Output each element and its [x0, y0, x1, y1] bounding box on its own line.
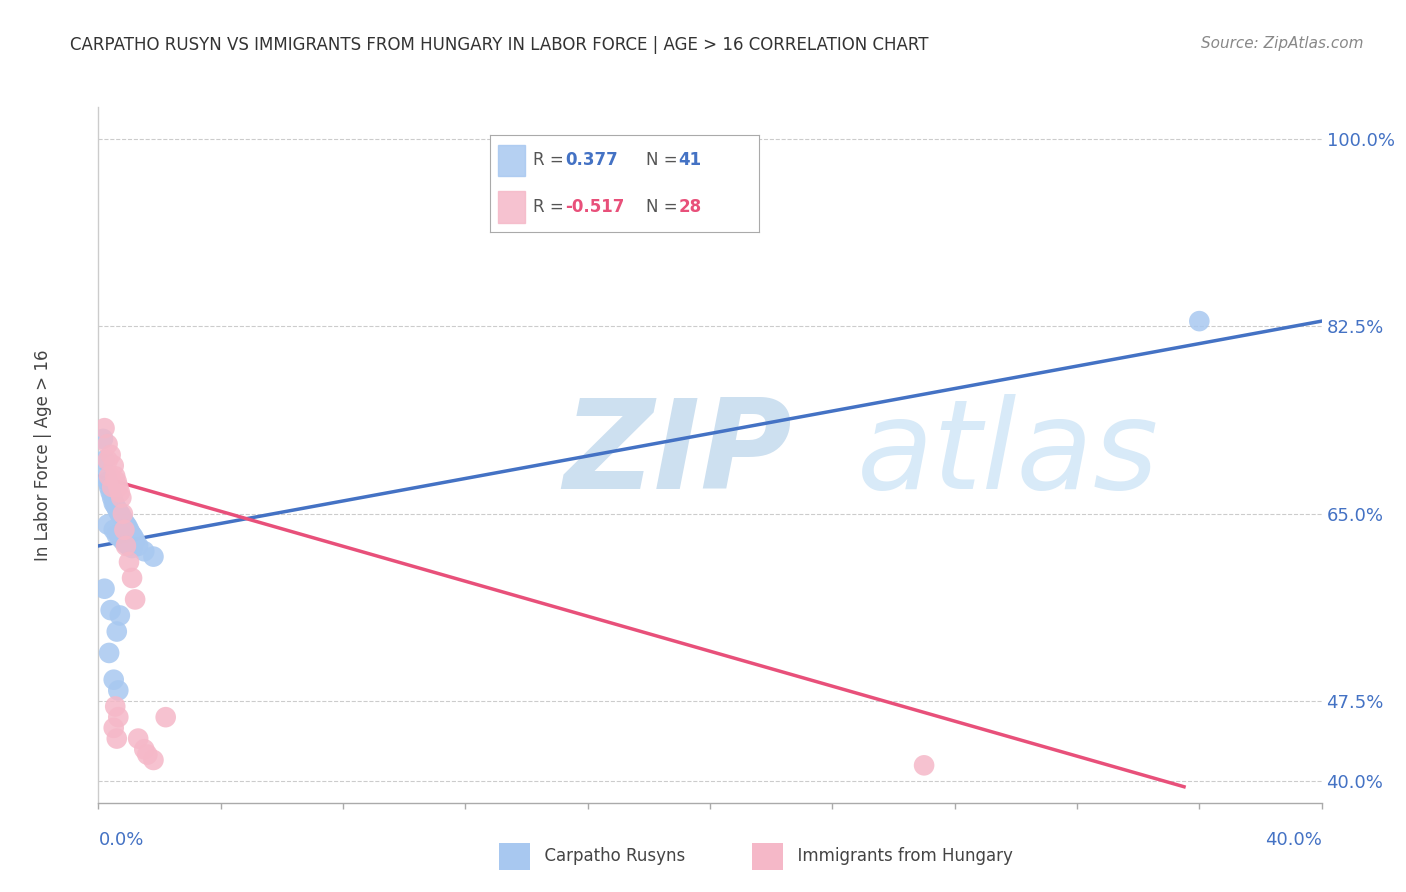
Point	[115, 539, 138, 553]
Point	[100, 603, 122, 617]
Point	[107, 683, 129, 698]
Point	[105, 501, 128, 516]
Text: 0.0%: 0.0%	[98, 830, 143, 848]
Point	[104, 498, 127, 512]
Text: R =: R =	[533, 152, 569, 169]
Point	[124, 533, 146, 548]
Text: Source: ZipAtlas.com: Source: ZipAtlas.com	[1201, 36, 1364, 51]
Point	[122, 530, 145, 544]
Point	[124, 592, 146, 607]
Point	[105, 475, 128, 489]
Point	[98, 646, 121, 660]
Point	[134, 742, 156, 756]
Point	[118, 555, 141, 569]
Text: 0.377: 0.377	[565, 152, 619, 169]
Point	[101, 480, 124, 494]
Point	[120, 526, 142, 541]
Point	[115, 537, 138, 551]
Point	[111, 507, 134, 521]
Point	[110, 491, 132, 505]
Point	[121, 541, 143, 555]
Point	[127, 731, 149, 746]
Point	[93, 421, 115, 435]
Point	[97, 517, 120, 532]
Point	[1188, 314, 1211, 328]
Point	[103, 496, 125, 510]
Text: 40.0%: 40.0%	[1265, 830, 1322, 848]
Point	[107, 505, 129, 519]
Point	[107, 710, 129, 724]
Point	[110, 508, 132, 523]
Point	[121, 528, 143, 542]
Point	[97, 475, 120, 489]
Point	[115, 517, 138, 532]
Text: R =: R =	[533, 198, 569, 216]
Text: 41: 41	[678, 152, 702, 169]
Point	[103, 458, 125, 473]
Point	[121, 571, 143, 585]
Point	[142, 549, 165, 564]
Point	[91, 432, 114, 446]
Bar	[498, 192, 524, 222]
Point	[98, 480, 121, 494]
Point	[112, 523, 135, 537]
Point	[104, 469, 127, 483]
Text: atlas: atlas	[856, 394, 1159, 516]
Point	[94, 469, 117, 483]
Point	[104, 699, 127, 714]
Point	[101, 491, 124, 505]
Point	[93, 453, 115, 467]
Point	[105, 528, 128, 542]
Point	[103, 523, 125, 537]
Point	[117, 519, 139, 533]
Point	[127, 539, 149, 553]
Point	[97, 437, 120, 451]
Text: ZIP: ZIP	[564, 394, 792, 516]
Point	[108, 507, 131, 521]
Point	[142, 753, 165, 767]
Text: CARPATHO RUSYN VS IMMIGRANTS FROM HUNGARY IN LABOR FORCE | AGE > 16 CORRELATION : CARPATHO RUSYN VS IMMIGRANTS FROM HUNGAR…	[70, 36, 929, 54]
Point	[107, 480, 129, 494]
Point	[108, 485, 131, 500]
Point	[111, 512, 134, 526]
Point	[105, 731, 128, 746]
Bar	[498, 145, 524, 176]
Text: 28: 28	[678, 198, 702, 216]
Point	[118, 523, 141, 537]
Text: N =: N =	[645, 198, 683, 216]
Point	[112, 516, 135, 530]
Point	[118, 539, 141, 553]
Point	[912, 758, 935, 772]
Text: -0.517: -0.517	[565, 198, 624, 216]
Point	[100, 485, 122, 500]
Text: Carpatho Rusyns: Carpatho Rusyns	[534, 847, 686, 865]
Point	[100, 448, 122, 462]
Text: In Labor Force | Age > 16: In Labor Force | Age > 16	[34, 349, 52, 561]
Point	[108, 608, 131, 623]
Text: Immigrants from Hungary: Immigrants from Hungary	[787, 847, 1014, 865]
Point	[103, 673, 125, 687]
Point	[97, 453, 120, 467]
Point	[134, 544, 156, 558]
Point	[111, 533, 134, 548]
Point	[108, 530, 131, 544]
Point	[103, 721, 125, 735]
Point	[155, 710, 177, 724]
Point	[93, 582, 115, 596]
Point	[98, 469, 121, 483]
Point	[105, 624, 128, 639]
Point	[136, 747, 159, 762]
Text: N =: N =	[645, 152, 683, 169]
